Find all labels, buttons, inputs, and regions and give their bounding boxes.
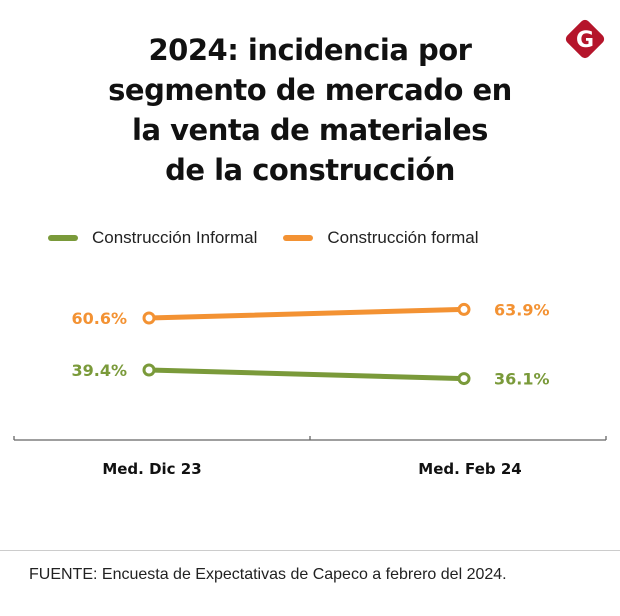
footer-divider [0, 550, 620, 551]
legend-label-informal: Construcción Informal [92, 228, 258, 247]
x-tick-label: Med. Dic 23 [102, 460, 201, 478]
legend-label-formal: Construcción formal [327, 228, 479, 247]
legend-swatch-informal [48, 235, 78, 241]
x-tick-label: Med. Feb 24 [418, 460, 521, 478]
data-point [142, 363, 156, 377]
legend-swatch-formal [283, 235, 314, 241]
logo-letter: G [576, 28, 594, 53]
series-line-formal [146, 306, 467, 321]
source-note: FUENTE: Encuesta de Expectativas de Cape… [29, 566, 507, 583]
data-point [457, 302, 471, 316]
legend-item-formal: Construcción formal [283, 228, 479, 248]
legend-item-informal: Construcción Informal [48, 228, 257, 248]
g-diamond-logo-icon: G [565, 19, 605, 59]
data-label: 60.6% [71, 309, 127, 328]
data-label: 39.4% [71, 361, 127, 380]
line-chart: 39.4% 36.1% 60.6% 63.9% Med. Dic 23 Med. Feb… [13, 300, 607, 478]
data-label: 36.1% [494, 370, 550, 389]
data-point [142, 311, 156, 325]
chart-title: 2024: incidencia por segmento de mercado… [108, 33, 512, 187]
legend: Construcción Informal Construcción forma… [48, 228, 505, 248]
data-point [457, 372, 471, 386]
data-label: 63.9% [494, 300, 550, 319]
series-line-informal [146, 367, 467, 382]
